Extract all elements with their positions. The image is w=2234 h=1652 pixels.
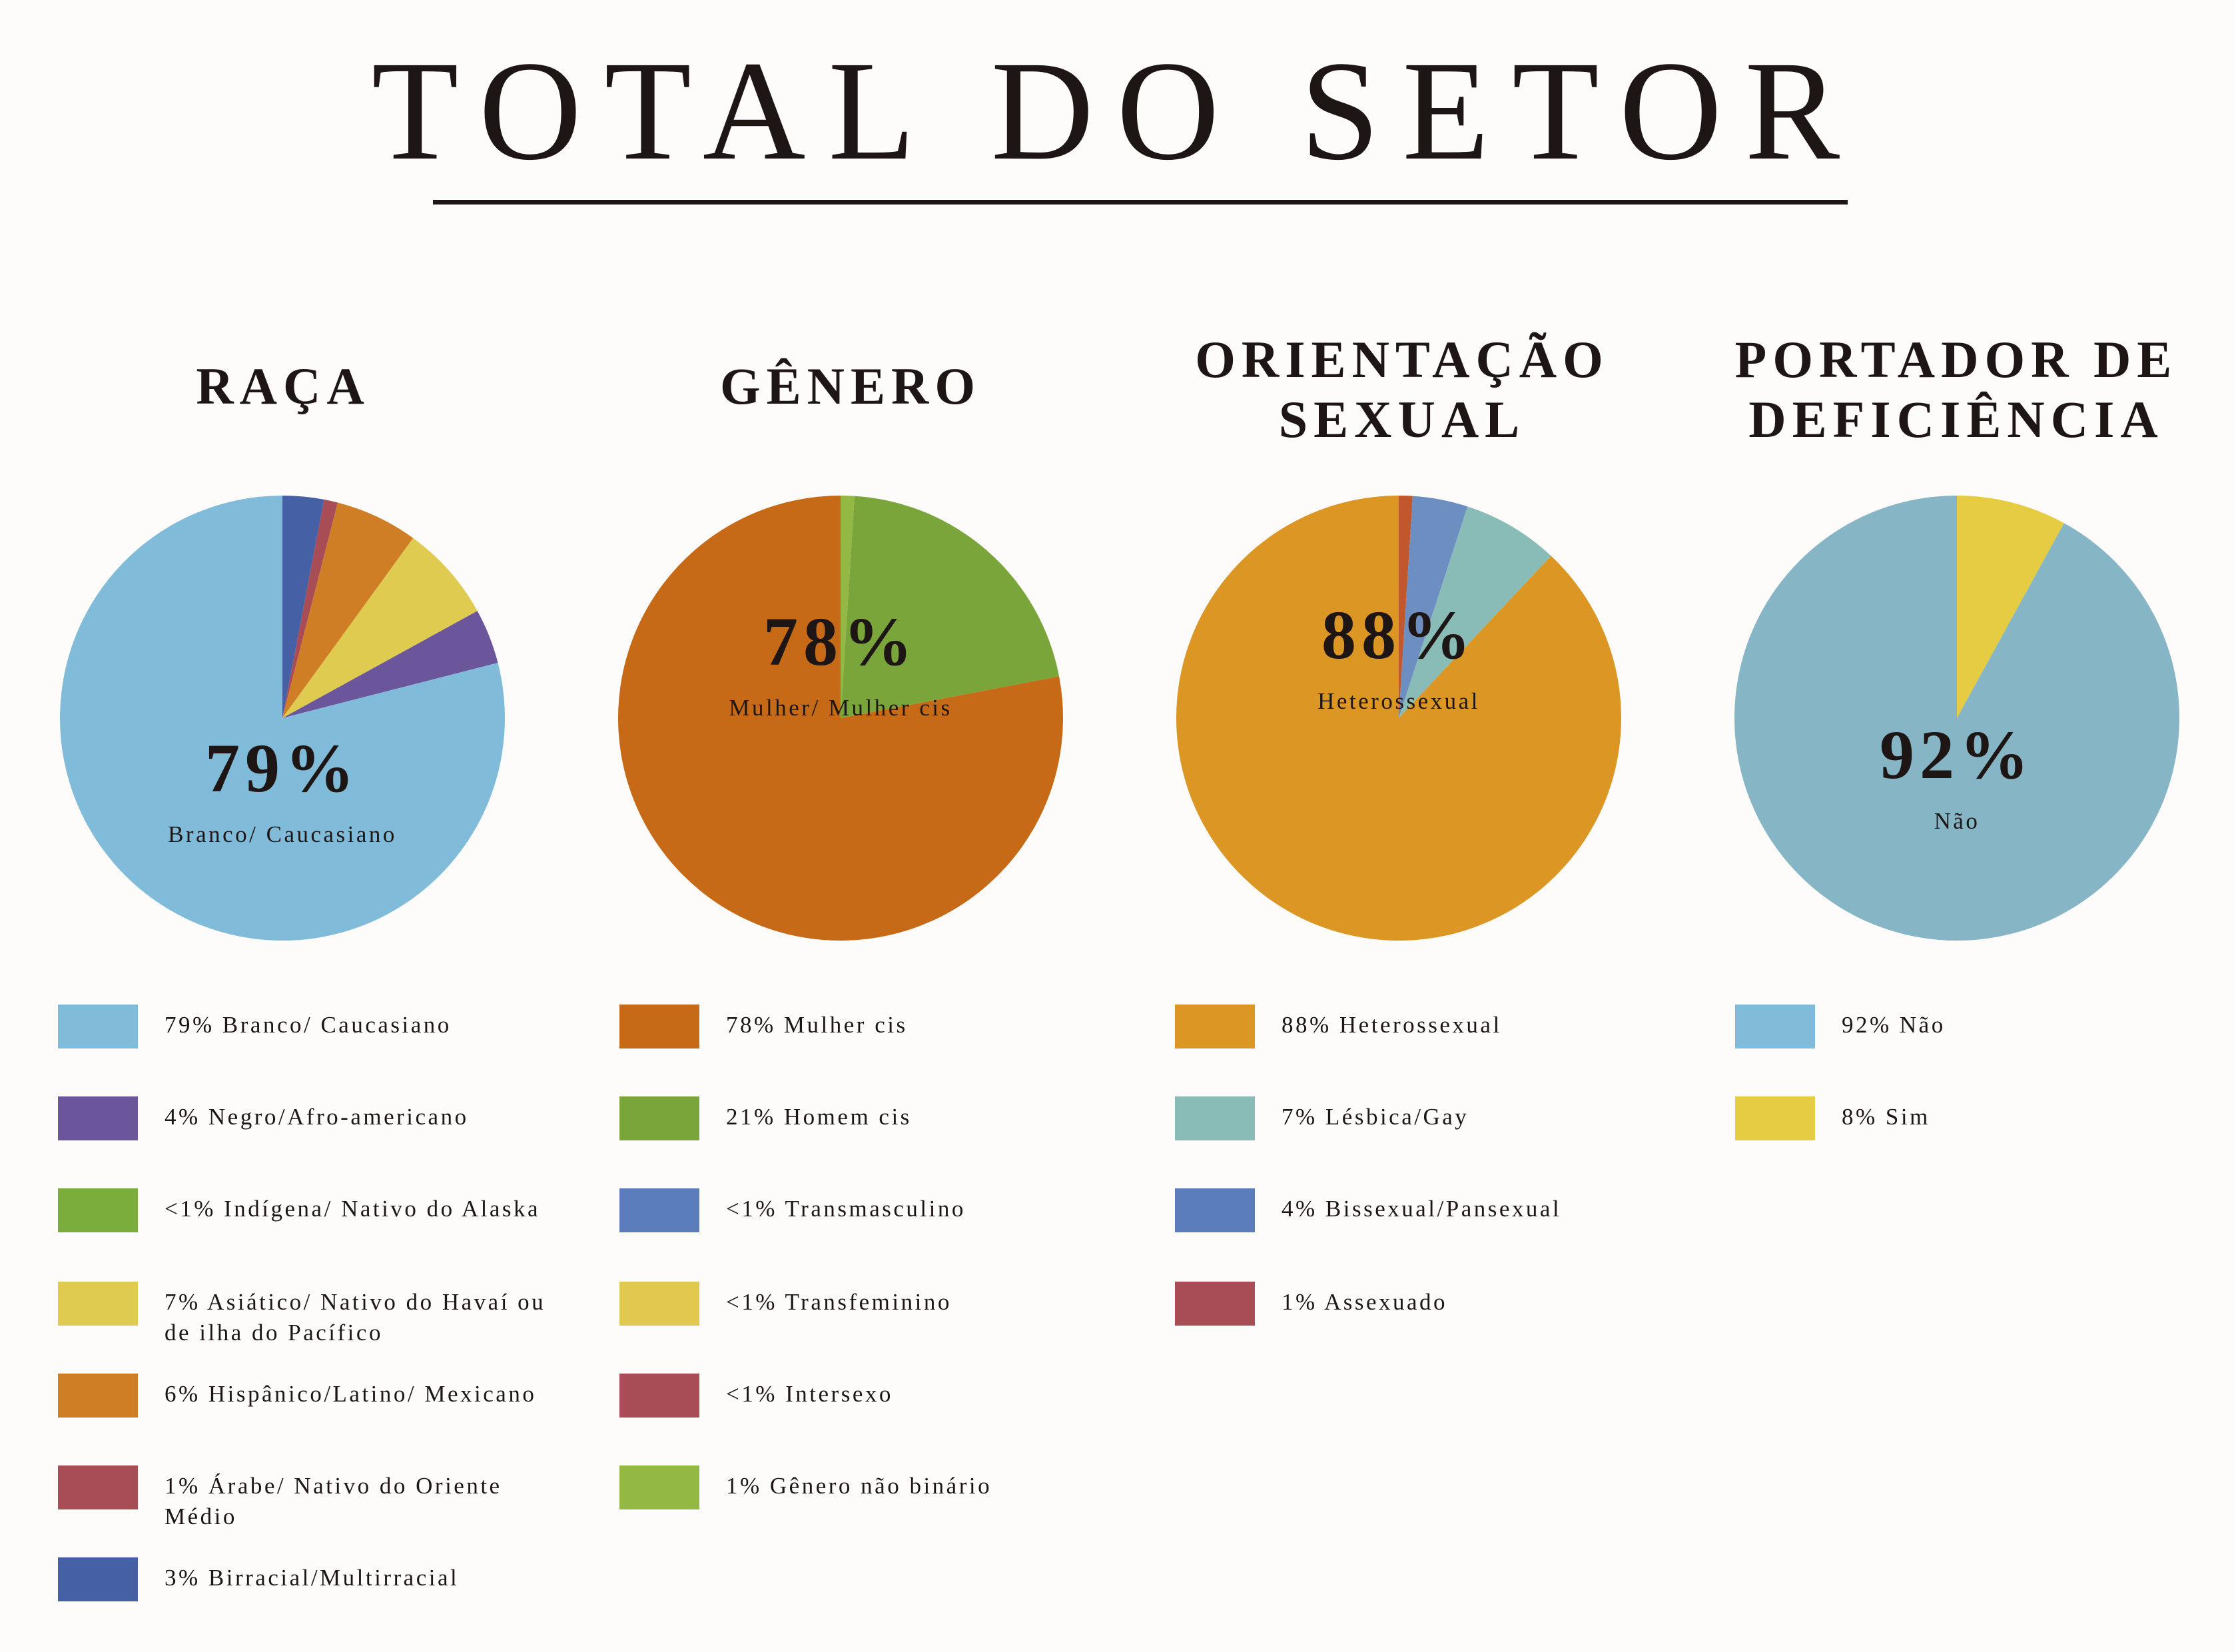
pie-slice-7-asiatico-nativo-do-havai-ou-de-ilha-do-pacifico	[282, 538, 478, 718]
legend-item-78-mulher-cis: 78% Mulher cis	[619, 1005, 1126, 1058]
legend-label: 1% Árabe/ Nativo do Oriente Médio	[165, 1473, 502, 1529]
pie-slice-4-negro-afro-americano	[282, 611, 498, 718]
legend-swatch	[619, 1374, 699, 1418]
legend-swatch	[619, 1282, 699, 1326]
legend-item-21-homem-cis: 21% Homem cis	[619, 1096, 1126, 1150]
legend-label: 21% Homem cis	[726, 1104, 912, 1130]
legend-label: <1% Intersexo	[726, 1381, 893, 1407]
legend-item-1-transmasculino: <1% Transmasculino	[619, 1188, 1126, 1242]
pie-slice-92-nao	[1734, 496, 2179, 941]
legend-label: 78% Mulher cis	[726, 1012, 908, 1038]
pie-slice-1-assexuado	[1399, 496, 1413, 718]
pie-slice-78-mulher-cis	[618, 496, 1064, 941]
pie-slice-79-branco-caucasiano	[60, 496, 506, 941]
chart-title-deficiencia: PORTADOR DE DEFICIÊNCIA	[1734, 330, 2178, 448]
legend-swatch	[1175, 1282, 1255, 1326]
main-title: TOTAL DO SETOR	[371, 32, 1863, 190]
legend-item-1-transfeminino: <1% Transfeminino	[619, 1282, 1126, 1335]
chart-title-genero: GÊNERO	[719, 357, 982, 415]
legend-swatch	[58, 1282, 138, 1326]
legend-item-88-heterossexual: 88% Heterossexual	[1175, 1005, 1681, 1058]
legend-swatch	[619, 1465, 699, 1509]
legend-swatch	[1735, 1096, 1815, 1140]
legend-item-79-branco-caucasiano: 79% Branco/ Caucasiano	[58, 1005, 564, 1058]
legend-item-4-negro-afro-americano: 4% Negro/Afro-americano	[58, 1096, 564, 1150]
legend-swatch	[58, 1096, 138, 1140]
legend-label: 7% Lésbica/Gay	[1282, 1104, 1469, 1130]
legend-label: <1% Transfeminino	[726, 1289, 952, 1315]
pie-center-value: 92%	[1880, 717, 2034, 793]
legend-swatch	[619, 1188, 699, 1232]
legend-label: 4% Bissexual/Pansexual	[1282, 1196, 1562, 1222]
legend-swatch	[58, 1005, 138, 1048]
legend-swatch	[1175, 1005, 1255, 1048]
pie-center-label: Mulher/ Mulher cis	[729, 695, 952, 721]
legend-swatch	[58, 1465, 138, 1509]
legend-item-1-assexuado: 1% Assexuado	[1175, 1282, 1681, 1335]
legend-label: 1% Gênero não binário	[726, 1473, 992, 1499]
legend-swatch	[619, 1005, 699, 1048]
pie-center-value: 79%	[205, 730, 360, 807]
legend-label: 7% Asiático/ Nativo do Havaí ou de ilha …	[165, 1289, 546, 1346]
pie-slice-1-arabe-nativo-do-oriente-medio	[282, 499, 338, 718]
legend-swatch	[1175, 1096, 1255, 1140]
legend-item-7-lesbica-gay: 7% Lésbica/Gay	[1175, 1096, 1681, 1150]
pie-center-label: Não	[1934, 808, 1980, 834]
pie-center-value: 78%	[763, 604, 918, 680]
legend-item-6-hispanico-latino-mexicano: 6% Hispânico/Latino/ Mexicano	[58, 1374, 564, 1427]
legend-label: 4% Negro/Afro-americano	[165, 1104, 469, 1130]
legend-swatch	[1175, 1188, 1255, 1232]
pie-center-label: Branco/ Caucasiano	[168, 821, 397, 847]
chart-title-raca: RAÇA	[196, 357, 370, 415]
legend-item-3-birracial-multirracial: 3% Birracial/Multirracial	[58, 1557, 564, 1611]
pie-center-value: 88%	[1321, 597, 1476, 673]
legend-label: 6% Hispânico/Latino/ Mexicano	[165, 1381, 537, 1407]
pie-center-label: Heterossexual	[1317, 688, 1480, 714]
legend-item-1-arabe-nativo-do-oriente-medio: 1% Árabe/ Nativo do Oriente Médio	[58, 1465, 564, 1529]
legend-item-4-bissexual-pansexual: 4% Bissexual/Pansexual	[1175, 1188, 1681, 1242]
legend-item-8-sim: 8% Sim	[1735, 1096, 2234, 1150]
legend-swatch	[619, 1096, 699, 1140]
pie-slice-21-homem-cis	[841, 496, 1060, 718]
legend-swatch	[58, 1374, 138, 1418]
title-rule	[433, 200, 1848, 205]
legend-label: 79% Branco/ Caucasiano	[165, 1012, 452, 1038]
legend-label: 88% Heterossexual	[1282, 1012, 1502, 1038]
pie-slice-4-bissexual-pansexual	[1399, 496, 1468, 718]
legend-label: 3% Birracial/Multirracial	[165, 1565, 460, 1591]
legend-label: 92% Não	[1842, 1012, 1946, 1038]
legend-swatch	[1735, 1005, 1815, 1048]
legend-item-1-intersexo: <1% Intersexo	[619, 1374, 1126, 1427]
pie-slice-6-hispanico-latino-mexicano	[282, 502, 414, 718]
legend-item-1-genero-nao-binario: 1% Gênero não binário	[619, 1465, 1126, 1519]
legend-label: <1% Indígena/ Nativo do Alaska	[165, 1196, 541, 1222]
pie-slice-3-birracial-multirracial	[282, 496, 324, 718]
legend-label: 8% Sim	[1842, 1104, 1930, 1130]
pie-slice-88-heterossexual	[1176, 496, 1621, 941]
chart-title-orientacao: ORIENTAÇÃO SEXUAL	[1195, 330, 1609, 448]
legend-swatch	[58, 1188, 138, 1232]
pie-slice-7-lesbica-gay	[1399, 506, 1551, 718]
legend-label: 1% Assexuado	[1282, 1289, 1448, 1315]
legend-item-92-nao: 92% Não	[1735, 1005, 2234, 1058]
legend-item-7-asiatico-nativo-do-havai-ou-de-ilha-do-pacifico: 7% Asiático/ Nativo do Havaí ou de ilha …	[58, 1282, 564, 1346]
legend-label: <1% Transmasculino	[726, 1196, 966, 1222]
pie-slice-1-genero-nao-binario	[841, 496, 855, 718]
legend-swatch	[58, 1557, 138, 1601]
legend-item-1-indigena-nativo-do-alaska: <1% Indígena/ Nativo do Alaska	[58, 1188, 564, 1242]
pie-slice-8-sim	[1957, 496, 2064, 718]
